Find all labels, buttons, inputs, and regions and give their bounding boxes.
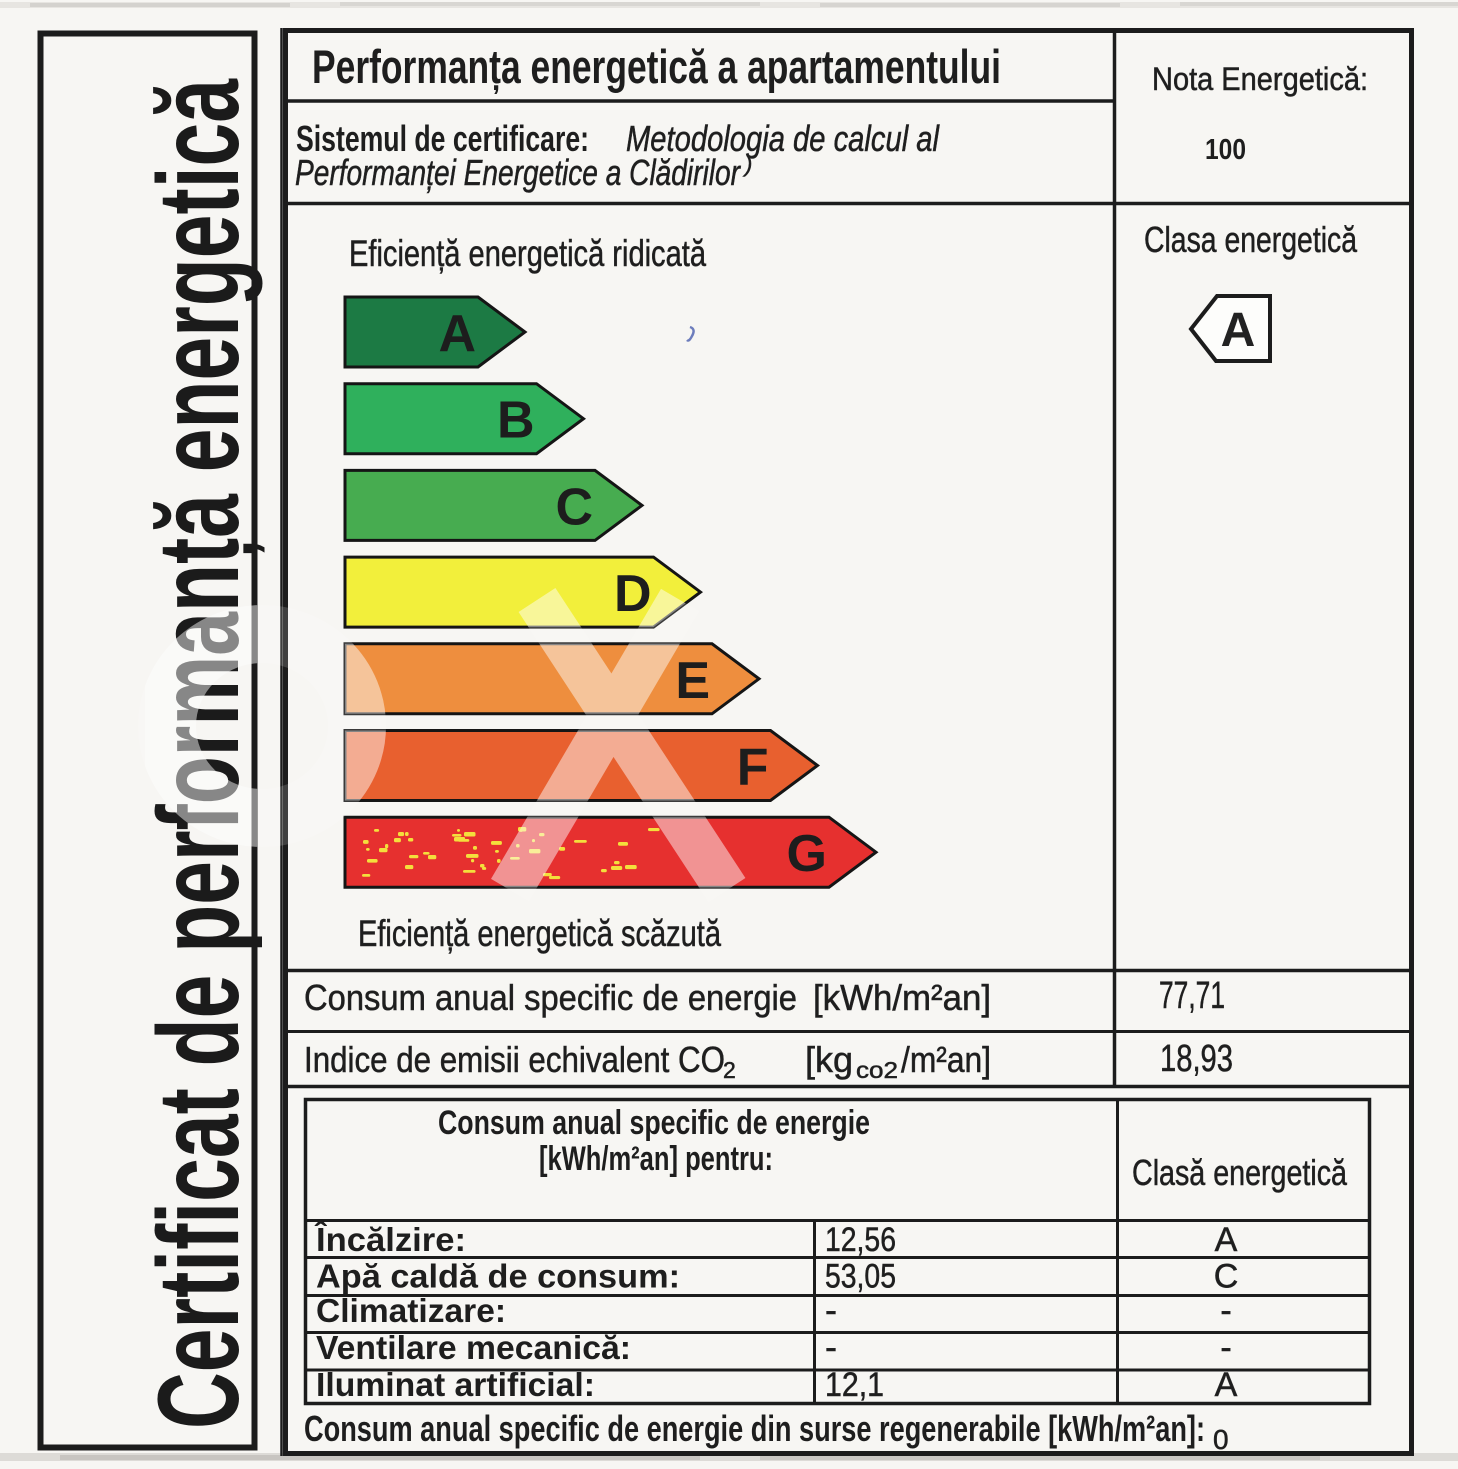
svg-text:0: 0 [1213,1424,1229,1455]
svg-text:G: G [787,825,827,883]
svg-text:12,56: 12,56 [825,1221,896,1259]
svg-text:C: C [555,478,593,536]
svg-text:2: 2 [723,1057,736,1083]
svg-text:Iluminat artificial:: Iluminat artificial: [316,1366,595,1403]
svg-text:): ) [742,152,752,177]
svg-text:D: D [614,565,652,623]
svg-text:Eficiență energetică ridicată: Eficiență energetică ridicată [349,233,706,274]
svg-text:Certificat de performanță ener: Certificat de performanță energetică [135,78,265,1429]
svg-text:18,93: 18,93 [1160,1038,1233,1080]
svg-text:-: - [825,1292,837,1330]
svg-text:co2: co2 [856,1057,898,1083]
svg-text:Încălzire:: Încălzire: [314,1221,466,1258]
svg-text:Metodologia de calcul al: Metodologia de calcul al [626,118,940,159]
svg-text:A: A [1215,1366,1238,1404]
svg-text:100: 100 [1205,134,1246,166]
svg-text:Clasă energetică: Clasă energetică [1132,1152,1348,1193]
svg-text:53,05: 53,05 [825,1258,896,1296]
svg-text:E: E [675,652,710,710]
svg-text:-: - [825,1329,837,1367]
svg-text:C: C [1214,1258,1239,1296]
svg-text:Ventilare mecanică:: Ventilare mecanică: [316,1329,631,1366]
svg-text:/m²an]: /m²an] [901,1039,991,1080]
svg-text:-: - [1220,1329,1231,1367]
svg-text:Consum anual specific de energ: Consum anual specific de energie [304,977,797,1018]
svg-text:77,71: 77,71 [1159,975,1225,1017]
svg-text:A: A [438,305,476,363]
svg-text:Eficiență energetică scăzută: Eficiență energetică scăzută [358,913,721,954]
svg-text:Climatizare:: Climatizare: [316,1292,506,1329]
svg-text:[kWh/m²an] pentru:: [kWh/m²an] pentru: [539,1140,773,1178]
svg-text:A: A [1215,1221,1238,1259]
svg-text:Indice de emisii echivalent CO: Indice de emisii echivalent CO [304,1039,725,1080]
svg-text:Sistemul de certificare:: Sistemul de certificare: [296,118,589,159]
svg-text:Performanța energetică a apar: Performanța energetică a apartamentului [312,40,1001,94]
svg-text:F: F [737,739,769,797]
svg-text:Nota Energetică:: Nota Energetică: [1152,61,1368,97]
svg-text:[kWh/m²an]: [kWh/m²an] [813,977,991,1018]
svg-text:[kg: [kg [805,1039,853,1080]
svg-text:Performanței Energetice a Clăd: Performanței Energetice a Clădirilor [295,152,742,193]
svg-text:Consum anual specific de energ: Consum anual specific de energie din sur… [304,1408,1205,1449]
svg-text:Apă caldă de consum:: Apă caldă de consum: [316,1258,680,1295]
svg-text:Clasa energetică: Clasa energetică [1144,219,1358,260]
svg-text:-: - [1220,1292,1231,1330]
svg-text:12,1: 12,1 [825,1366,884,1404]
svg-text:A: A [1221,304,1256,357]
svg-text:Consum anual specific de energ: Consum anual specific de energie [438,1104,870,1142]
svg-text:B: B [497,392,535,450]
